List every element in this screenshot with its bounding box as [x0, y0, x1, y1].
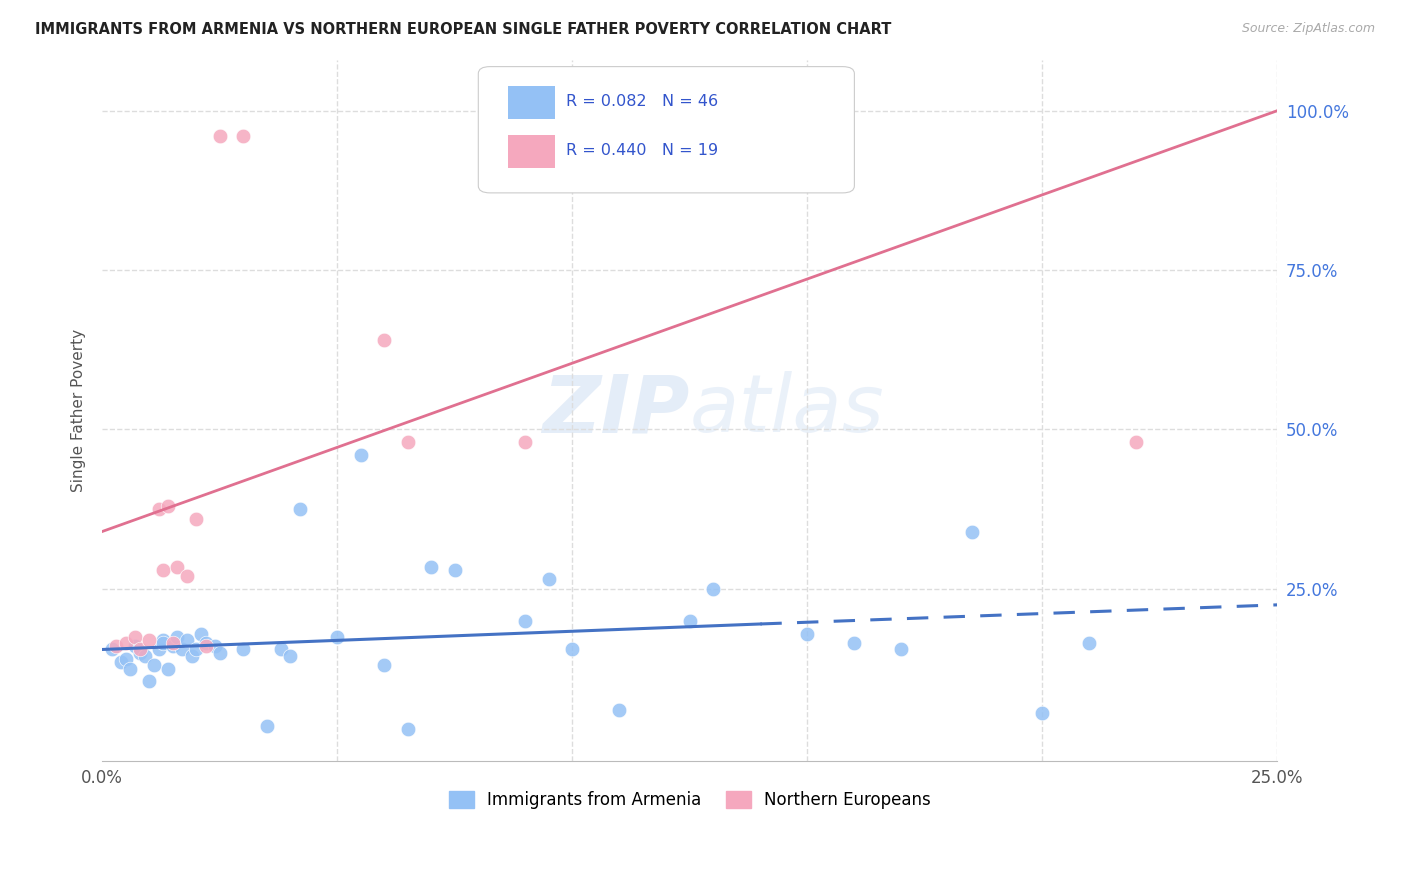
Point [796, 626, 818, 640]
Point [1125, 435, 1147, 450]
Point [148, 502, 170, 516]
Point [1031, 706, 1053, 721]
Point [148, 642, 170, 657]
Point [396, 722, 419, 736]
Point [443, 563, 465, 577]
Point [124, 630, 146, 644]
Text: IMMIGRANTS FROM ARMENIA VS NORTHERN EUROPEAN SINGLE FATHER POVERTY CORRELATION C: IMMIGRANTS FROM ARMENIA VS NORTHERN EURO… [35, 22, 891, 37]
Point [138, 632, 160, 647]
Point [120, 662, 142, 676]
Text: R = 0.082   N = 46: R = 0.082 N = 46 [567, 95, 718, 109]
Point [288, 502, 311, 516]
Legend: Immigrants from Armenia, Northern Europeans: Immigrants from Armenia, Northern Europe… [441, 784, 938, 816]
Point [152, 632, 174, 647]
Point [142, 658, 165, 673]
FancyBboxPatch shape [508, 135, 555, 169]
Point [114, 652, 136, 666]
Point [679, 614, 702, 628]
Point [890, 642, 912, 657]
Point [110, 655, 132, 669]
Point [232, 129, 254, 144]
Point [420, 559, 443, 574]
Point [105, 640, 128, 654]
Point [166, 559, 188, 574]
Point [208, 129, 231, 144]
Point [194, 640, 217, 654]
Point [176, 569, 198, 583]
Point [208, 646, 231, 660]
Point [152, 563, 174, 577]
Point [537, 572, 560, 586]
Point [204, 640, 226, 654]
Point [1078, 636, 1101, 650]
Point [326, 630, 349, 644]
Point [186, 642, 208, 657]
Point [373, 333, 395, 347]
Text: ZIP: ZIP [543, 371, 690, 450]
Y-axis label: Single Father Poverty: Single Father Poverty [72, 329, 86, 491]
Point [702, 582, 724, 596]
Point [190, 626, 212, 640]
Point [232, 642, 254, 657]
Point [270, 642, 292, 657]
Point [186, 512, 208, 526]
FancyBboxPatch shape [478, 67, 855, 193]
Point [157, 499, 180, 513]
Point [515, 435, 537, 450]
FancyBboxPatch shape [508, 86, 555, 120]
Point [960, 524, 983, 539]
Point [561, 642, 583, 657]
Point [180, 648, 202, 663]
Point [194, 636, 217, 650]
Text: atlas: atlas [690, 371, 884, 450]
Point [278, 648, 301, 663]
Point [396, 435, 419, 450]
Point [128, 642, 150, 657]
Point [152, 636, 174, 650]
Point [172, 642, 194, 657]
Point [166, 630, 188, 644]
Point [138, 674, 160, 689]
Point [157, 662, 180, 676]
Text: Source: ZipAtlas.com: Source: ZipAtlas.com [1241, 22, 1375, 36]
Point [350, 448, 373, 462]
Point [100, 642, 122, 657]
Point [124, 640, 146, 654]
Point [114, 636, 136, 650]
Point [134, 648, 156, 663]
Point [162, 636, 184, 650]
Point [373, 658, 395, 673]
Point [256, 719, 278, 733]
Point [607, 703, 630, 717]
Point [844, 636, 866, 650]
Point [176, 632, 198, 647]
Point [162, 640, 184, 654]
Point [128, 646, 150, 660]
Text: R = 0.440   N = 19: R = 0.440 N = 19 [567, 144, 718, 158]
Point [515, 614, 537, 628]
